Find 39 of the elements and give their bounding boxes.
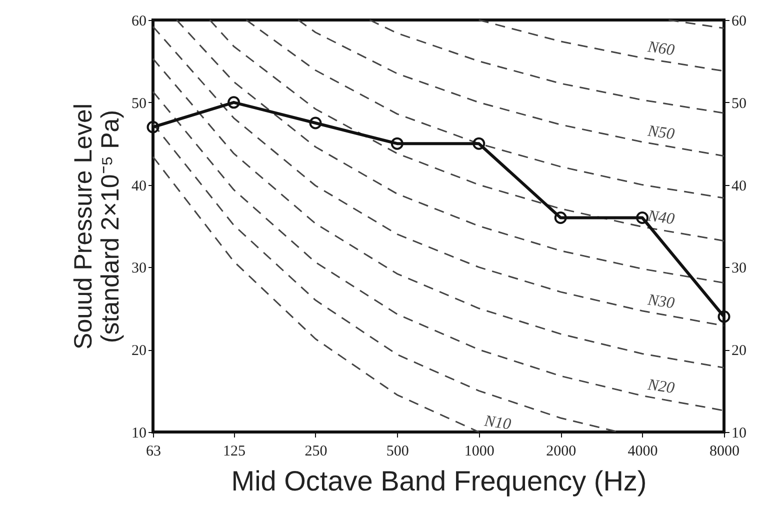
y-axis-title: Souud Pressure Level (standard 2×10⁻⁵ Pa) bbox=[70, 104, 124, 350]
point bbox=[718, 310, 730, 323]
line-series bbox=[152, 26, 725, 326]
text: N20 bbox=[646, 376, 676, 398]
y-tick-label: 30 bbox=[132, 260, 146, 277]
text: N50 bbox=[646, 122, 676, 144]
text: N40 bbox=[646, 207, 676, 228]
x-tick-label: 2000 bbox=[546, 444, 576, 460]
point bbox=[228, 96, 240, 109]
line-series bbox=[152, 156, 480, 433]
y-tick-label: 50 bbox=[132, 96, 146, 112]
y2-tick-label: 40 bbox=[732, 178, 746, 194]
y-tick-label: 20 bbox=[132, 343, 146, 360]
point bbox=[472, 137, 486, 150]
x-tick-label: 63 bbox=[146, 444, 161, 460]
y-tick-label: 60 bbox=[132, 14, 146, 30]
text: N30 bbox=[646, 291, 676, 312]
x-tick-label: 8000 bbox=[710, 444, 740, 460]
y2-tick-label: 50 bbox=[732, 96, 746, 112]
x-tick-label: 1000 bbox=[464, 444, 494, 460]
text: N10 bbox=[482, 412, 512, 434]
x-axis-title: Mid Octave Band Frequency (Hz) bbox=[231, 466, 647, 496]
y2-tick-label: 10 bbox=[732, 426, 746, 442]
y2-tick-label: 60 bbox=[732, 14, 746, 30]
y2-tick-label: 30 bbox=[732, 260, 746, 277]
x-tick-label: 250 bbox=[304, 444, 328, 460]
y2-tick-label: 20 bbox=[732, 343, 746, 360]
x-tick-label: 4000 bbox=[628, 444, 658, 460]
x-tick-label: 125 bbox=[223, 444, 246, 460]
line-series bbox=[152, 90, 725, 412]
y-tick-label: 10 bbox=[132, 426, 146, 442]
point bbox=[554, 212, 567, 224]
point bbox=[390, 137, 404, 150]
y-tick-label: 40 bbox=[132, 178, 146, 194]
point bbox=[309, 116, 322, 130]
x-tick-label: 500 bbox=[386, 444, 409, 460]
line-series bbox=[152, 58, 725, 368]
text: N60 bbox=[646, 38, 676, 60]
point bbox=[146, 120, 160, 134]
